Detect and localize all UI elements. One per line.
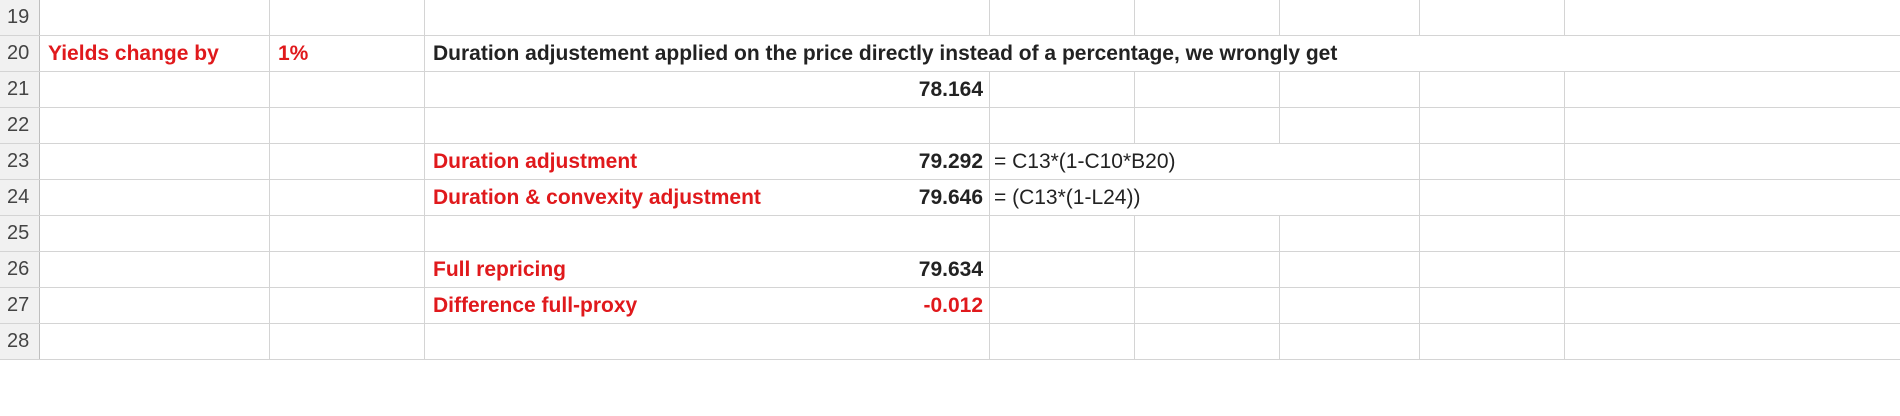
- cell-E26[interactable]: [1135, 252, 1280, 287]
- cell-A23[interactable]: [40, 144, 270, 179]
- duration-note-text: Duration adjustement applied on the pric…: [433, 42, 1338, 65]
- cell-G25[interactable]: [1420, 216, 1565, 251]
- cell-D22[interactable]: [990, 108, 1135, 143]
- row-24: 24 Duration & convexity adjustment 79.64…: [0, 180, 1900, 216]
- row-header-23[interactable]: 23: [0, 144, 40, 179]
- cell-C25[interactable]: [425, 216, 990, 251]
- cell-C28[interactable]: [425, 324, 990, 359]
- cell-D21[interactable]: [990, 72, 1135, 107]
- cell-G21[interactable]: [1420, 72, 1565, 107]
- yield-change-value: 1%: [278, 42, 309, 65]
- cell-A24[interactable]: [40, 180, 270, 215]
- difference-label: Difference full-proxy: [433, 294, 638, 317]
- cell-B23[interactable]: [270, 144, 425, 179]
- row-header-22[interactable]: 22: [0, 108, 40, 143]
- cell-D23[interactable]: = C13*(1-C10*B20): [990, 144, 1280, 179]
- row-header-21[interactable]: 21: [0, 72, 40, 107]
- row-20: 20 Yields change by 1% Duration adjustem…: [0, 36, 1900, 72]
- cell-E25[interactable]: [1135, 216, 1280, 251]
- cell-A25[interactable]: [40, 216, 270, 251]
- row-19: 19: [0, 0, 1900, 36]
- cell-F22[interactable]: [1280, 108, 1420, 143]
- cell-A26[interactable]: [40, 252, 270, 287]
- cell-G26[interactable]: [1420, 252, 1565, 287]
- cell-D24[interactable]: = (C13*(1-L24)): [990, 180, 1280, 215]
- cell-E28[interactable]: [1135, 324, 1280, 359]
- full-repricing-label: Full repricing: [433, 258, 567, 281]
- row-21: 21 78.164: [0, 72, 1900, 108]
- row-header-28[interactable]: 28: [0, 324, 40, 359]
- duration-convexity-label: Duration & convexity adjustment: [433, 186, 761, 209]
- cell-A28[interactable]: [40, 324, 270, 359]
- cell-C22[interactable]: [425, 108, 990, 143]
- cell-C19[interactable]: [425, 0, 990, 35]
- cell-D27[interactable]: [990, 288, 1135, 323]
- cell-F24[interactable]: [1280, 180, 1420, 215]
- duration-adjustment-value: 79.292: [918, 150, 983, 173]
- cell-B20[interactable]: 1%: [270, 36, 425, 71]
- duration-convexity-value: 79.646: [918, 186, 983, 209]
- cell-G19[interactable]: [1420, 0, 1565, 35]
- cell-A21[interactable]: [40, 72, 270, 107]
- yields-change-label: Yields change by: [48, 42, 219, 65]
- cell-F26[interactable]: [1280, 252, 1420, 287]
- cell-B21[interactable]: [270, 72, 425, 107]
- cell-F25[interactable]: [1280, 216, 1420, 251]
- cell-C24[interactable]: Duration & convexity adjustment 79.646: [425, 180, 990, 215]
- cell-C27[interactable]: Difference full-proxy -0.012: [425, 288, 990, 323]
- row-27: 27 Difference full-proxy -0.012: [0, 288, 1900, 324]
- cell-G23[interactable]: [1420, 144, 1565, 179]
- full-repricing-value: 79.634: [918, 258, 983, 281]
- cell-E27[interactable]: [1135, 288, 1280, 323]
- row-header-19[interactable]: 19: [0, 0, 40, 35]
- cell-D26[interactable]: [990, 252, 1135, 287]
- row-28: 28: [0, 324, 1900, 360]
- row-25: 25: [0, 216, 1900, 252]
- cell-G24[interactable]: [1420, 180, 1565, 215]
- duration-formula-text: = C13*(1-C10*B20): [994, 150, 1176, 173]
- cell-G22[interactable]: [1420, 108, 1565, 143]
- cell-F21[interactable]: [1280, 72, 1420, 107]
- cell-A19[interactable]: [40, 0, 270, 35]
- cell-G27[interactable]: [1420, 288, 1565, 323]
- cell-D19[interactable]: [990, 0, 1135, 35]
- cell-C20[interactable]: Duration adjustement applied on the pric…: [425, 36, 1900, 71]
- difference-value: -0.012: [923, 294, 983, 317]
- cell-G28[interactable]: [1420, 324, 1565, 359]
- row-22: 22: [0, 108, 1900, 144]
- row-header-27[interactable]: 27: [0, 288, 40, 323]
- cell-F27[interactable]: [1280, 288, 1420, 323]
- convexity-formula-text: = (C13*(1-L24)): [994, 186, 1141, 209]
- cell-F19[interactable]: [1280, 0, 1420, 35]
- duration-adjustment-label: Duration adjustment: [433, 150, 638, 173]
- row-header-25[interactable]: 25: [0, 216, 40, 251]
- row-header-26[interactable]: 26: [0, 252, 40, 287]
- cell-D28[interactable]: [990, 324, 1135, 359]
- cell-B26[interactable]: [270, 252, 425, 287]
- cell-F28[interactable]: [1280, 324, 1420, 359]
- cell-B24[interactable]: [270, 180, 425, 215]
- cell-E22[interactable]: [1135, 108, 1280, 143]
- cell-C26[interactable]: Full repricing 79.634: [425, 252, 990, 287]
- row-header-24[interactable]: 24: [0, 180, 40, 215]
- cell-F23[interactable]: [1280, 144, 1420, 179]
- cell-A27[interactable]: [40, 288, 270, 323]
- cell-A20[interactable]: Yields change by: [40, 36, 270, 71]
- row-26: 26 Full repricing 79.634: [0, 252, 1900, 288]
- cell-B25[interactable]: [270, 216, 425, 251]
- cell-A22[interactable]: [40, 108, 270, 143]
- cell-B19[interactable]: [270, 0, 425, 35]
- cell-B22[interactable]: [270, 108, 425, 143]
- cell-B28[interactable]: [270, 324, 425, 359]
- row-23: 23 Duration adjustment 79.292 = C13*(1-C…: [0, 144, 1900, 180]
- wrong-price-value: 78.164: [918, 78, 983, 101]
- cell-B27[interactable]: [270, 288, 425, 323]
- cell-D25[interactable]: [990, 216, 1135, 251]
- cell-C23[interactable]: Duration adjustment 79.292: [425, 144, 990, 179]
- cell-E19[interactable]: [1135, 0, 1280, 35]
- cell-C21[interactable]: 78.164: [425, 72, 990, 107]
- cell-E21[interactable]: [1135, 72, 1280, 107]
- row-header-20[interactable]: 20: [0, 36, 40, 71]
